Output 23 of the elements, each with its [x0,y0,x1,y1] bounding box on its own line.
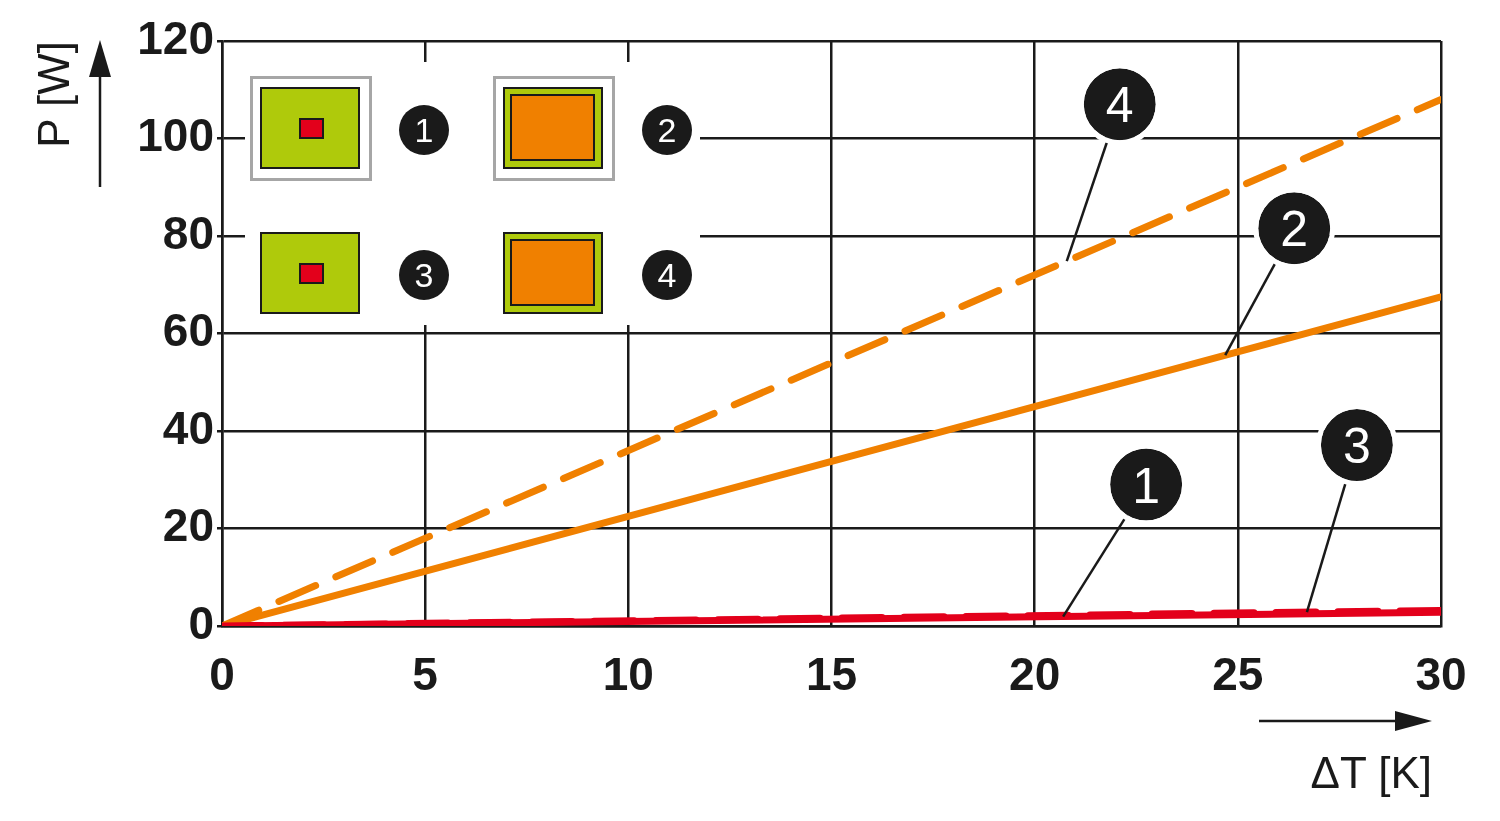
x-tick-label: 30 [1415,648,1467,701]
y-tick-label: 20 [162,499,214,552]
y-axis-title: P [W] [29,41,79,148]
text: 4 [1105,77,1134,134]
y-tick-label: 40 [162,401,214,454]
y-tick-label: 0 [188,596,214,649]
text: 1 [414,111,434,149]
x-tick-label: 5 [412,648,438,701]
legend-label: 4 [642,250,692,300]
legend-label: 2 [642,105,692,155]
x-tick-label: 25 [1212,648,1264,701]
y-tick-label: 80 [162,206,214,259]
text: 1 [1132,457,1161,514]
text: 3 [1343,418,1371,475]
x-tick-label: 10 [602,648,654,701]
x-axis-title: ΔT [K] [1310,748,1432,797]
y-tick-label: 60 [162,304,214,357]
text: 2 [1280,201,1309,258]
y-tick-label: 120 [137,11,214,64]
y-tick-label: 100 [137,109,214,162]
x-tick-label: 20 [1009,648,1061,701]
text: 3 [414,256,434,294]
x-tick-label: 15 [805,648,858,701]
